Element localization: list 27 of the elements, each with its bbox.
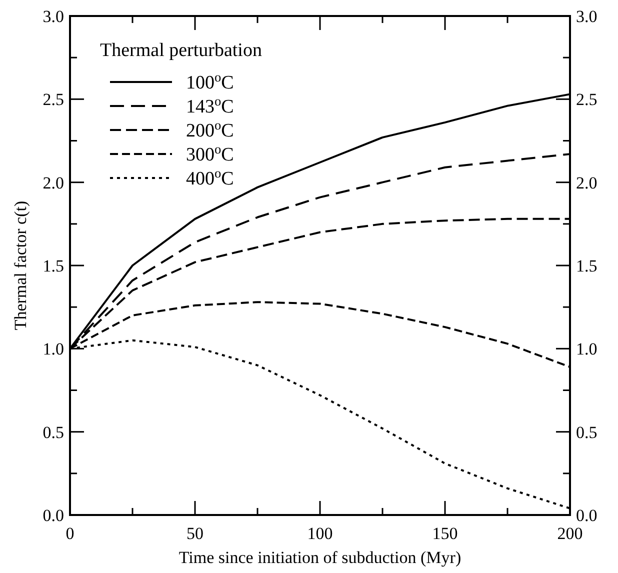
y2-tick-label: 0.0 [576,506,598,525]
x-tick-label: 50 [186,524,204,543]
legend-label: 200$^{o}$C [186,117,234,142]
y-tick-label: 0.5 [42,422,64,442]
y2-tick-label: 2.0 [576,173,598,192]
x-tick-label: 150 [432,524,458,543]
y2-tick-label: 1.0 [576,340,598,359]
y-tick-label: 0.0 [42,506,64,525]
y-tick-label: 2.5 [42,90,64,110]
y-axis-title: Thermal factor c(t) [11,200,30,330]
y2-tick-label: 1.5 [576,256,598,276]
legend-title: Thermal perturbation [100,40,262,61]
y-tick-label: 2.0 [42,173,64,192]
x-tick-label: 0 [66,524,74,543]
y-tick-label: 3.0 [42,6,64,26]
legend-label: 300$^{o}$C [186,141,234,166]
x-axis-title: Time since initiation of subduction (Myr) [178,548,462,567]
legend-label: 143$^{o}$C [186,93,234,118]
legend-label: 100$^{o}$C [186,69,234,94]
legend-label: 400$^{o}$C [186,165,234,190]
y-tick-label: 1.5 [42,256,64,276]
x-tick-label: 100 [307,524,333,543]
y2-tick-label: 3.0 [576,6,598,26]
y2-tick-label: 2.5 [576,90,598,110]
y2-tick-label: 0.5 [576,422,598,442]
x-tick-label: 200 [557,524,583,543]
y-tick-label: 1.0 [42,340,64,359]
